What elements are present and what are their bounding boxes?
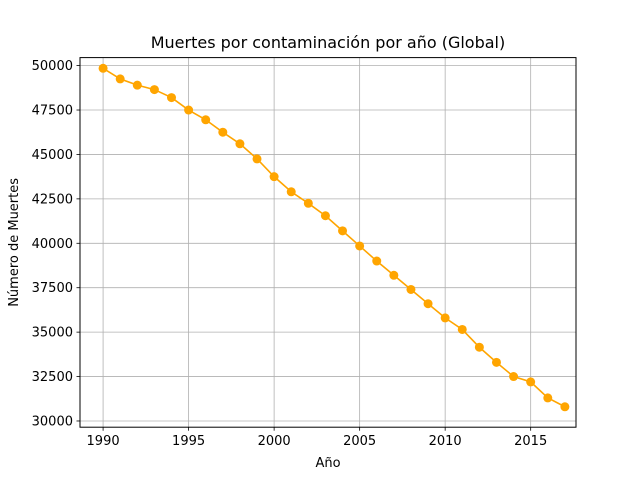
data-point bbox=[98, 63, 108, 73]
data-point bbox=[149, 85, 159, 95]
data-point bbox=[286, 187, 296, 197]
y-tick-label: 35000 bbox=[32, 326, 73, 341]
data-point bbox=[167, 93, 177, 103]
x-tick-label: 2000 bbox=[258, 434, 291, 449]
data-point bbox=[389, 270, 399, 280]
y-tick-label: 42500 bbox=[32, 192, 73, 207]
data-point bbox=[440, 313, 450, 323]
data-point bbox=[320, 211, 330, 221]
data-point bbox=[543, 393, 553, 403]
data-point bbox=[526, 377, 536, 387]
y-axis-label: Número de Muertes bbox=[7, 178, 22, 307]
x-axis-ticks: 1990 1995 2000 2005 2010 2015 bbox=[87, 427, 547, 449]
data-point bbox=[509, 372, 519, 382]
data-point bbox=[235, 139, 245, 149]
data-point bbox=[338, 226, 348, 236]
series-layer bbox=[98, 63, 570, 412]
y-tick-label: 32500 bbox=[32, 370, 73, 385]
series-line bbox=[102, 67, 566, 408]
data-point bbox=[491, 357, 501, 367]
data-point bbox=[252, 154, 262, 164]
data-point bbox=[218, 127, 228, 137]
plot-frame bbox=[79, 57, 577, 428]
data-point bbox=[115, 74, 125, 84]
x-tick-label: 2015 bbox=[514, 434, 547, 449]
data-point bbox=[303, 198, 313, 208]
data-point bbox=[423, 299, 433, 309]
chart-title: Muertes por contaminación por año (Globa… bbox=[151, 33, 506, 52]
x-tick-label: 2010 bbox=[429, 434, 462, 449]
data-point bbox=[201, 115, 211, 125]
x-tick-label: 1990 bbox=[87, 434, 120, 449]
data-point bbox=[406, 284, 416, 294]
y-tick-label: 45000 bbox=[32, 148, 73, 163]
data-point bbox=[560, 402, 570, 412]
x-tick-label: 1995 bbox=[172, 434, 205, 449]
data-point bbox=[355, 241, 365, 251]
data-point bbox=[269, 172, 279, 182]
data-point bbox=[132, 80, 142, 90]
data-point bbox=[474, 342, 484, 352]
y-tick-label: 50000 bbox=[32, 59, 73, 74]
data-point bbox=[184, 105, 194, 115]
y-axis-ticks: 30000 32500 35000 37500 40000 42500 45000 47500… bbox=[32, 59, 80, 429]
y-tick-label: 30000 bbox=[32, 414, 73, 429]
y-tick-label: 37500 bbox=[32, 281, 73, 296]
data-point bbox=[372, 256, 382, 266]
x-axis-label: Año bbox=[315, 456, 340, 471]
y-tick-label: 47500 bbox=[32, 104, 73, 119]
x-tick-label: 2005 bbox=[343, 434, 376, 449]
data-point bbox=[457, 324, 467, 334]
grid-lines bbox=[80, 57, 576, 428]
y-tick-label: 40000 bbox=[32, 237, 73, 252]
